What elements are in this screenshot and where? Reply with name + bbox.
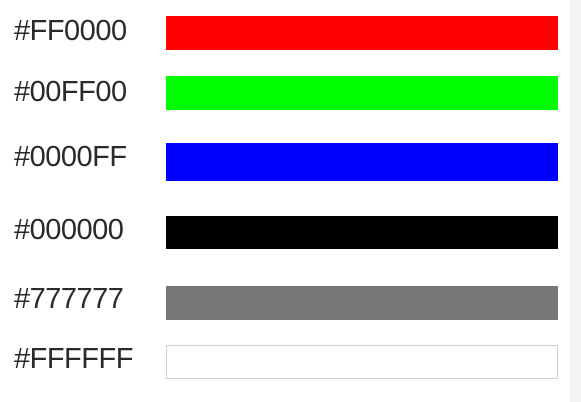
hex-label: #FF0000: [14, 15, 127, 47]
color-swatch: [166, 143, 558, 181]
hex-label: #00FF00: [14, 76, 127, 108]
color-swatch: [166, 216, 558, 249]
hex-label: #FFFFFF: [14, 343, 133, 375]
color-swatch: [166, 286, 558, 320]
hex-label: #000000: [14, 214, 124, 246]
hex-label: #777777: [14, 283, 124, 315]
color-swatch: [166, 345, 558, 379]
color-swatch: [166, 16, 558, 50]
right-edge-strip: [570, 0, 581, 402]
color-swatch: [166, 76, 558, 110]
hex-label: #0000FF: [14, 141, 127, 173]
